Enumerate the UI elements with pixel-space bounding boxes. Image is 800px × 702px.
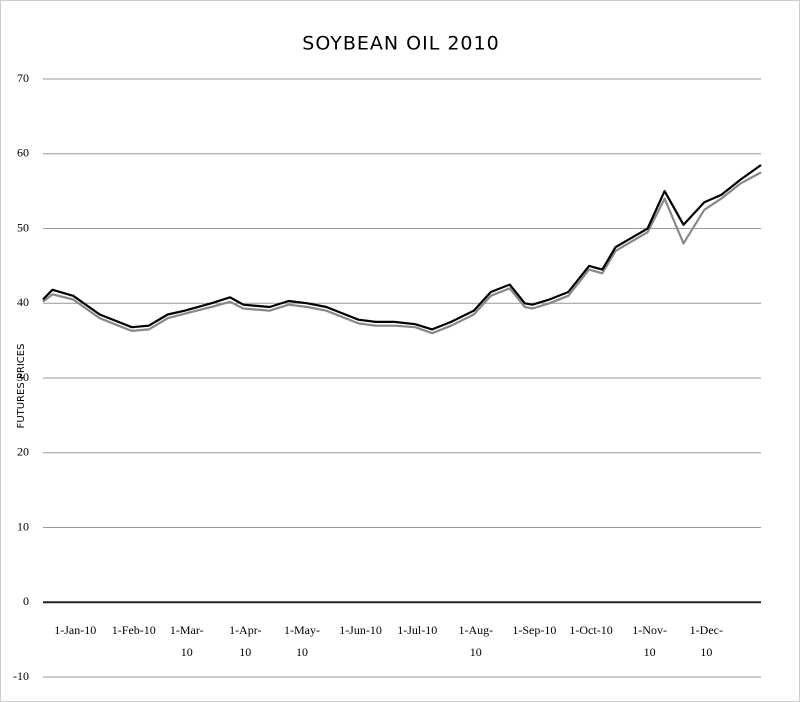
y-tick-label: 40 bbox=[17, 295, 29, 309]
y-tick-label: 0 bbox=[23, 594, 29, 608]
y-tick-label: 20 bbox=[17, 445, 29, 459]
y-tick-label: -10 bbox=[13, 669, 29, 683]
x-tick-label: 1-Jul-10 bbox=[397, 623, 438, 637]
x-tick-label: 1-Apr-10 bbox=[229, 623, 262, 659]
x-tick-label: 1-Feb-10 bbox=[111, 623, 156, 637]
x-tick-label: 1-Dec-10 bbox=[689, 623, 723, 659]
y-tick-label: 70 bbox=[17, 71, 29, 85]
x-tick-label: 1-Jan-10 bbox=[54, 623, 97, 637]
x-tick-label: 1-Aug-10 bbox=[458, 623, 494, 659]
series-line bbox=[42, 171, 762, 335]
y-axis-label: FUTURES PRICES bbox=[16, 344, 27, 429]
y-tick-label: 50 bbox=[17, 220, 29, 234]
x-tick-label: 1-Sep-10 bbox=[512, 623, 557, 637]
y-tick-label: 30 bbox=[17, 370, 29, 384]
series-line bbox=[42, 164, 762, 331]
chart-title: SOYBEAN OIL 2010 bbox=[302, 33, 499, 55]
y-tick-label: 60 bbox=[17, 146, 29, 160]
x-tick-label: 1-Mar-10 bbox=[169, 623, 204, 659]
x-tick-label: 1-Nov-10 bbox=[632, 623, 667, 659]
x-tick-label: 1-Oct-10 bbox=[569, 623, 613, 637]
x-tick-label: 1-Jun-10 bbox=[339, 623, 382, 637]
y-tick-label: 10 bbox=[17, 519, 29, 533]
x-tick-label: 1-May-10 bbox=[283, 623, 320, 659]
